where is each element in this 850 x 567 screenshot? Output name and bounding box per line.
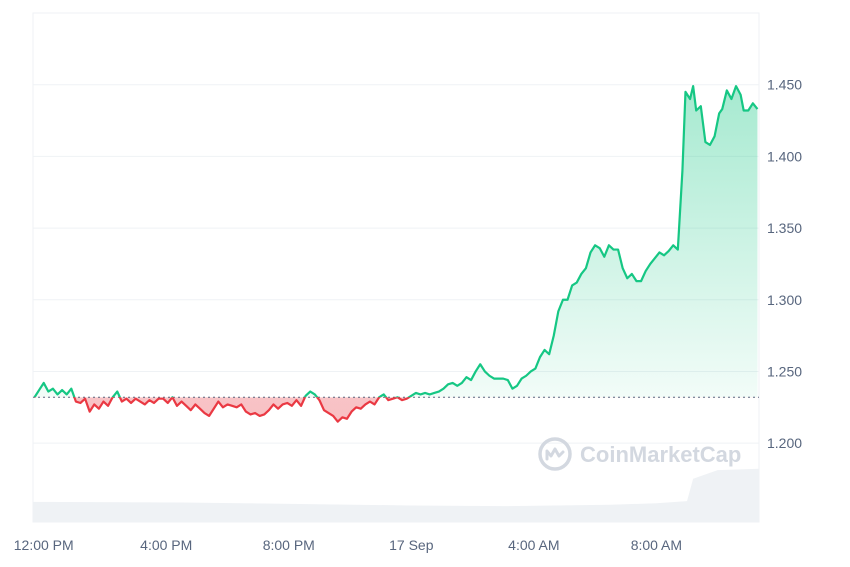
y-axis-labels: 1.200 1.250 1.300 1.350 1.400 1.450: [767, 77, 802, 451]
x-tick-label: 17 Sep: [389, 537, 434, 553]
coinmarketcap-watermark: CoinMarketCap: [538, 437, 741, 471]
coinmarketcap-logo-icon: [538, 437, 572, 471]
price-lines: [33, 85, 759, 423]
price-area-fills: [34, 86, 758, 422]
x-tick-label: 8:00 PM: [263, 537, 315, 553]
x-tick-label: 4:00 AM: [508, 537, 559, 553]
x-tick-label: 12:00 PM: [14, 537, 74, 553]
y-tick-label: 1.450: [767, 77, 802, 93]
x-axis-labels: 12:00 PM 4:00 PM 8:00 PM 17 Sep 4:00 AM 8:00 …: [14, 537, 682, 553]
price-area-down: [34, 397, 410, 422]
y-tick-label: 1.350: [767, 220, 802, 236]
y-tick-label: 1.400: [767, 148, 802, 164]
price-line-up: [33, 85, 759, 398]
x-tick-label: 4:00 PM: [140, 537, 192, 553]
price-line-down: [34, 397, 412, 423]
y-tick-label: 1.300: [767, 292, 802, 308]
y-tick-label: 1.250: [767, 363, 802, 379]
plot-frame: [32, 12, 760, 523]
watermark-brand-text: CoinMarketCap: [580, 442, 741, 467]
x-tick-label: 8:00 AM: [631, 537, 682, 553]
y-tick-label: 1.200: [767, 435, 802, 451]
volume-area: [33, 468, 759, 522]
price-area-up: [34, 86, 758, 398]
volume-bar-area: [33, 468, 759, 522]
